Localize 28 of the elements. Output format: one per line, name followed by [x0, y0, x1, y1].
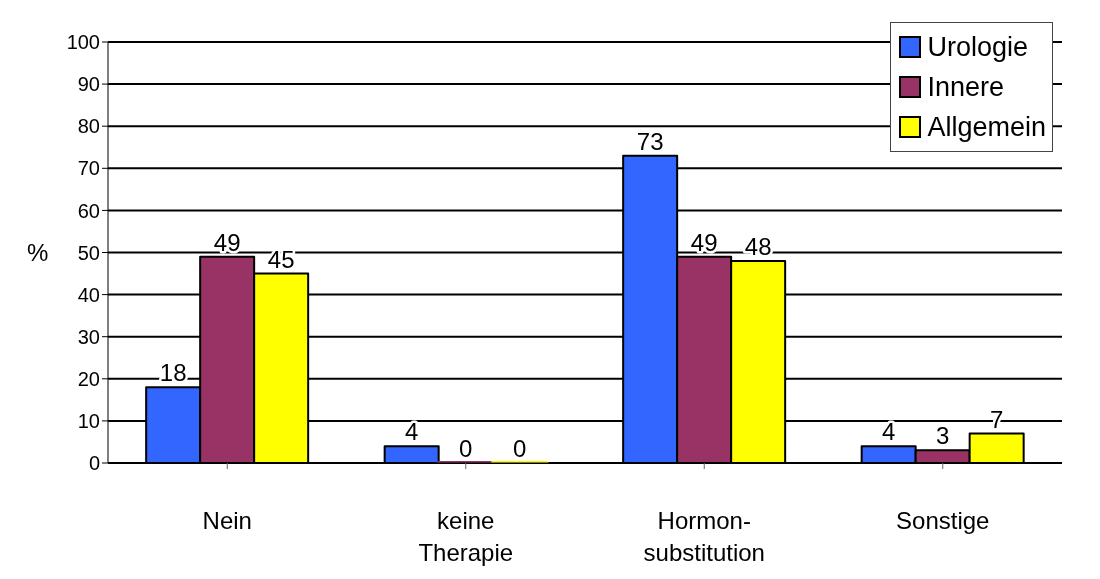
- data-label: 0: [458, 435, 473, 462]
- y-tick-label: 30: [77, 325, 100, 348]
- data-label: 73: [636, 127, 664, 155]
- data-label: 4: [881, 418, 896, 446]
- data-label: 3: [935, 422, 950, 450]
- data-label: 49: [213, 228, 241, 256]
- y-tick-label: 70: [77, 157, 100, 180]
- data-label: 49: [690, 228, 718, 256]
- y-tick-label: 100: [66, 31, 100, 54]
- x-tick-label: Hormon-substitution: [643, 507, 765, 566]
- y-tick-label: 60: [77, 199, 100, 222]
- x-tick-label: keine Therapie: [418, 507, 514, 566]
- y-tick-label: 90: [77, 73, 100, 96]
- data-label: 0: [512, 435, 527, 462]
- y-axis-title: %: [27, 239, 49, 267]
- legend-label: Urologie: [927, 31, 1028, 64]
- x-tick-label: Nein: [202, 507, 252, 534]
- y-tick-label: 0: [88, 452, 100, 475]
- y-tick-label: 20: [77, 367, 100, 390]
- data-label: 45: [267, 245, 295, 273]
- data-label: 4: [404, 418, 419, 446]
- y-tick-label: 50: [77, 241, 100, 264]
- x-tick-label: Sonstige: [896, 507, 990, 534]
- legend-label: Allgemein: [927, 111, 1046, 144]
- legend-label: Innere: [927, 71, 1004, 104]
- y-tick-label: 40: [77, 283, 100, 306]
- y-tick-label: 80: [77, 115, 100, 138]
- y-tick-label: 10: [77, 410, 100, 432]
